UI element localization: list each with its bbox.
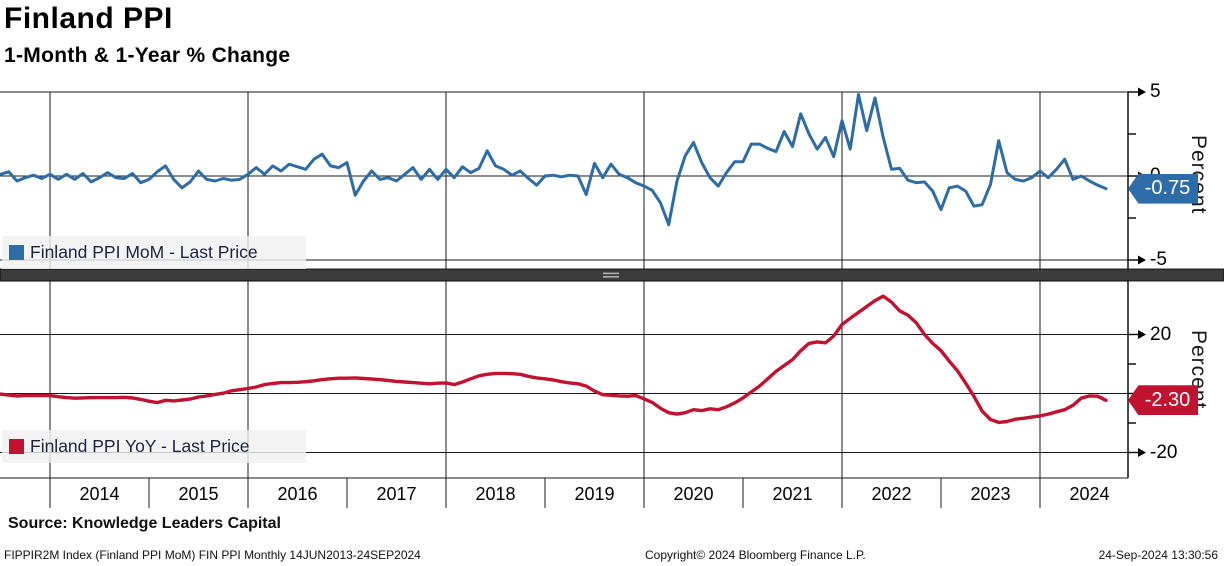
legend-mom[interactable]: Finland PPI MoM - Last Price (2, 236, 306, 269)
x-tick-year-label: 2017 (376, 484, 417, 504)
y-tick-label: 20 (1150, 323, 1172, 345)
legend-yoy-label: Finland PPI YoY - Last Price (30, 436, 250, 456)
x-tick-year-label: 2023 (970, 484, 1011, 504)
series-line-yoy (0, 294, 1108, 425)
x-tick-year-label: 2019 (574, 484, 615, 504)
last-price-badge-yoy: -2.30 (1128, 385, 1198, 416)
legend-yoy[interactable]: Finland PPI YoY - Last Price (2, 430, 306, 463)
x-tick-year-label: 2016 (277, 484, 318, 504)
y-tick-label: -5 (1150, 249, 1167, 270)
last-price-yoy-value: -2.30 (1144, 388, 1191, 411)
x-tick-year-label: 2020 (673, 484, 714, 504)
page-subtitle: 1-Month & 1-Year % Change (4, 44, 291, 67)
source-note: Source: Knowledge Leaders Capital (8, 515, 281, 532)
panel-divider (0, 268, 1224, 282)
page-title: Finland PPI (4, 2, 173, 35)
x-tick-year-label: 2014 (79, 484, 120, 504)
copyright-text: Copyright© 2024 Bloomberg Finance L.P. (645, 548, 866, 562)
divider-grip-icon[interactable] (603, 272, 619, 275)
ticker-info: FIPPIR2M Index (Finland PPI MoM) FIN PPI… (4, 548, 421, 562)
x-tick-year-label: 2015 (178, 484, 219, 504)
x-tick-year-label: 2018 (475, 484, 516, 504)
yoy-series-swatch-icon (9, 439, 24, 454)
last-price-badge-mom: -0.75 (1128, 173, 1198, 204)
x-tick-year-label: 2021 (772, 484, 813, 504)
divider-grip-icon[interactable] (603, 276, 619, 278)
y-tick-label: -20 (1150, 441, 1178, 463)
timestamp: 24-Sep-2024 13:30:56 (1098, 548, 1218, 562)
series-line-mom (0, 93, 1108, 227)
last-price-mom-value: -0.75 (1144, 177, 1191, 200)
y-tick-label: 5 (1150, 81, 1161, 102)
x-tick-year-label: 2022 (871, 484, 912, 504)
x-tick-year-label: 2024 (1069, 484, 1110, 504)
mom-series-swatch-icon (9, 245, 24, 260)
legend-mom-label: Finland PPI MoM - Last Price (30, 242, 258, 262)
